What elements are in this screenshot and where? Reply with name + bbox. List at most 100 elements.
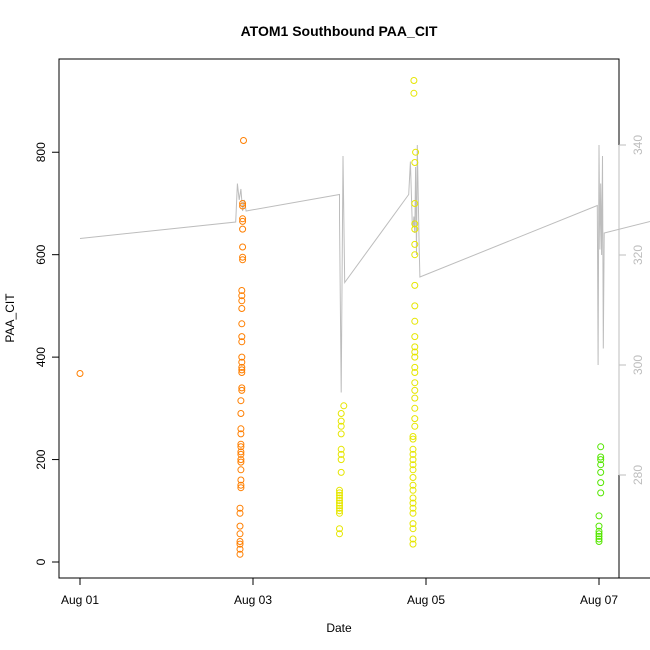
data-point — [239, 202, 247, 210]
data-point — [409, 486, 417, 494]
data-point — [237, 456, 245, 464]
data-point — [411, 343, 419, 351]
data-point — [411, 302, 419, 310]
data-point — [411, 348, 419, 356]
data-point — [237, 410, 245, 417]
data-point — [411, 317, 419, 325]
data-point — [411, 369, 419, 376]
data-point — [409, 494, 417, 502]
data-point — [239, 215, 247, 223]
data-point — [236, 540, 244, 548]
data-point — [409, 481, 417, 489]
data-point — [240, 137, 247, 144]
data-point — [237, 430, 245, 438]
data-point — [238, 366, 246, 374]
data-point — [337, 417, 345, 425]
data-point — [595, 512, 603, 520]
data-point — [237, 484, 245, 492]
data-point — [597, 489, 605, 497]
data-point — [409, 433, 417, 440]
data-point — [76, 370, 84, 377]
data-point — [409, 535, 417, 543]
data-point — [238, 305, 246, 312]
data-point — [595, 527, 603, 535]
data-point — [239, 217, 247, 225]
data-point — [411, 363, 419, 371]
data-point — [411, 404, 419, 412]
y-tick-label: 800 — [34, 142, 48, 162]
data-point — [336, 499, 343, 507]
chart-title: ATOM1 Southbound PAA_CIT — [241, 23, 438, 39]
data-point — [411, 251, 419, 259]
data-point — [336, 489, 343, 497]
data-point — [237, 466, 245, 474]
data-point — [238, 287, 246, 294]
data-point — [409, 525, 417, 533]
data-point — [337, 430, 345, 438]
data-point — [411, 422, 419, 430]
data-point — [336, 525, 343, 533]
data-point — [597, 461, 605, 469]
data-point — [411, 394, 419, 402]
data-point — [238, 369, 246, 376]
data-point — [409, 456, 417, 464]
data-point — [409, 435, 417, 443]
data-point — [411, 240, 419, 248]
data-point — [237, 397, 245, 405]
data-point — [409, 499, 417, 507]
data-point — [236, 504, 244, 512]
data-point — [336, 502, 343, 510]
data-point — [597, 443, 605, 451]
data-point — [411, 415, 419, 423]
data-point — [410, 77, 418, 84]
scatter-points — [76, 77, 605, 558]
data-point — [337, 410, 345, 417]
secondary-line-series — [79, 144, 650, 393]
data-point — [238, 358, 246, 366]
data-point — [597, 453, 605, 461]
data-point — [411, 333, 419, 341]
data-point — [409, 520, 417, 528]
y2-tick-label: 340 — [631, 135, 645, 155]
x-tick-label: Aug 07 — [580, 593, 618, 607]
data-point — [336, 507, 343, 515]
data-point — [411, 220, 419, 228]
data-point — [411, 281, 419, 289]
data-point — [336, 504, 343, 512]
data-point — [336, 486, 343, 494]
data-point — [409, 474, 417, 481]
x-tick-label: Aug 01 — [61, 593, 99, 607]
data-point — [237, 425, 245, 433]
data-point — [595, 522, 603, 530]
data-point — [597, 456, 605, 464]
data-point — [597, 468, 605, 476]
data-point — [239, 243, 247, 251]
y-tick-label: 0 — [34, 558, 48, 565]
data-point — [236, 509, 244, 517]
data-point — [238, 333, 246, 341]
data-point — [411, 379, 419, 387]
data-point — [409, 466, 417, 474]
data-point — [238, 363, 246, 371]
data-point — [595, 535, 603, 543]
data-point — [595, 530, 603, 538]
x-tick-label: Aug 05 — [407, 593, 445, 607]
y-tick-label: 200 — [34, 449, 48, 469]
data-point — [236, 550, 244, 558]
x-tick-label: Aug 03 — [234, 593, 272, 607]
y-tick-label: 400 — [34, 347, 48, 367]
data-point — [337, 422, 345, 430]
data-point — [237, 448, 245, 456]
data-point — [237, 443, 245, 451]
data-point — [336, 509, 343, 517]
data-point — [409, 540, 417, 548]
data-point — [239, 225, 247, 233]
data-point — [409, 509, 417, 517]
data-point — [237, 458, 245, 466]
data-point — [236, 545, 244, 553]
data-point — [238, 338, 246, 346]
data-point — [238, 353, 246, 361]
y2-tick-label: 320 — [631, 245, 645, 265]
